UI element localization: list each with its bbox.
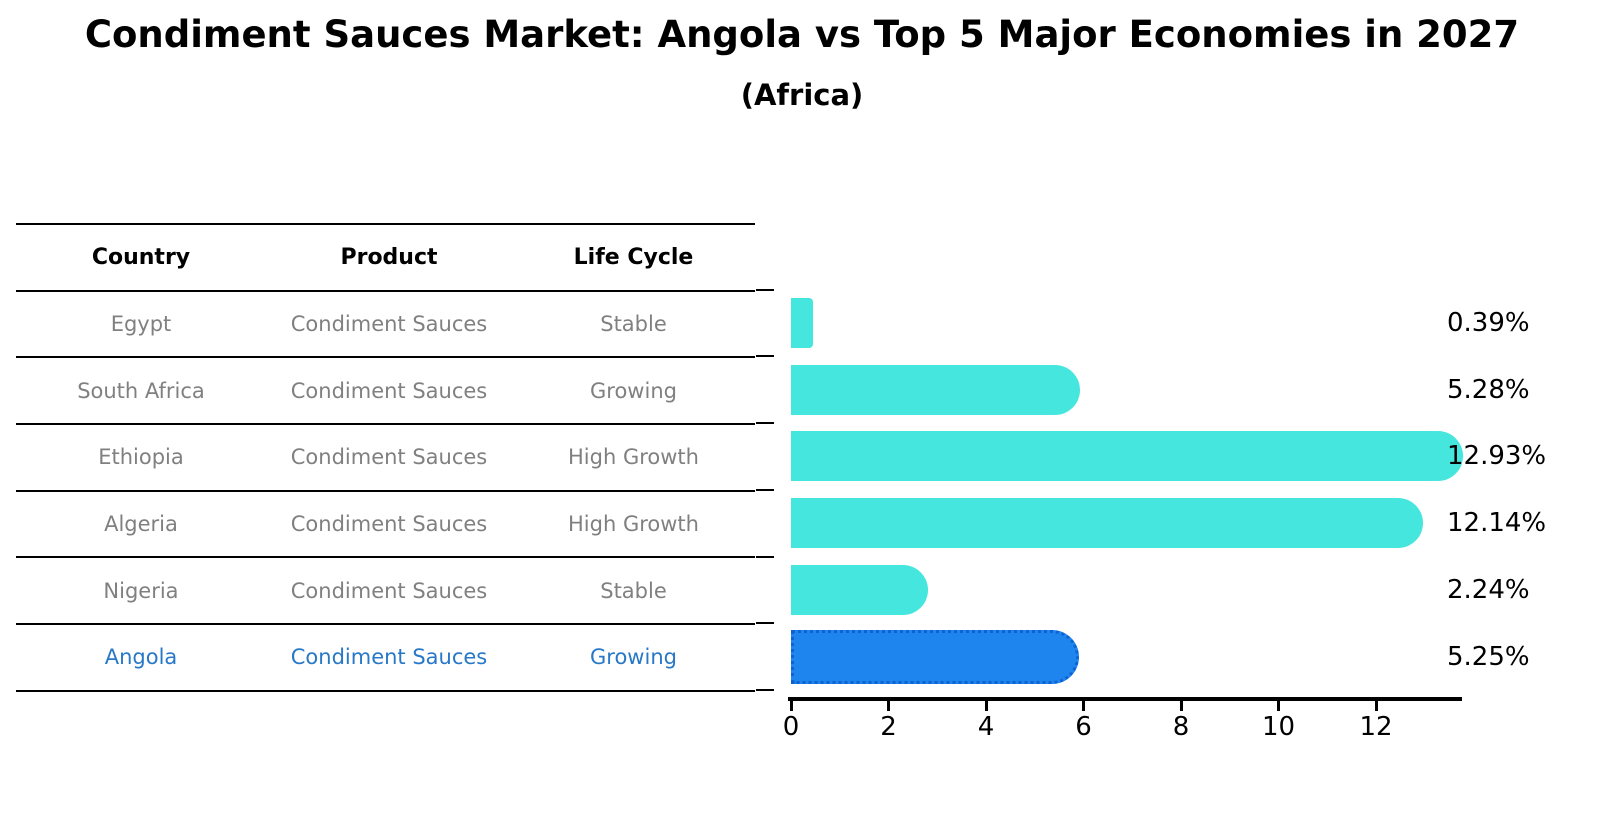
table-cell-lifecycle: High Growth <box>568 445 699 470</box>
bar-value-label: 5.25% <box>1447 641 1530 672</box>
x-tick <box>1179 701 1183 711</box>
table-cell-product: Condiment Sauces <box>290 512 488 537</box>
bar-angola <box>791 629 1079 684</box>
bar-egypt <box>791 298 813 349</box>
table-cell-lifecycle: Stable <box>600 312 667 337</box>
chart-title: Condiment Sauces Market: Angola vs Top 5… <box>84 13 1520 56</box>
y-tick <box>756 555 774 558</box>
y-tick <box>756 288 774 291</box>
column-header-lifecycle: Life Cycle <box>573 244 694 270</box>
table-row-south-africa: South Africa Condiment Sauces Growing <box>16 358 755 426</box>
x-tick <box>984 701 988 711</box>
x-tick-label: 2 <box>880 712 897 742</box>
table-row-angola: Angola Condiment Sauces Growing <box>16 625 755 692</box>
table-header-row: Country Product Life Cycle <box>16 225 755 292</box>
table-cell-country: South Africa <box>77 378 205 403</box>
column-header-product: Product <box>340 244 438 270</box>
table-cell-lifecycle: High Growth <box>568 512 699 537</box>
bar-algeria <box>791 498 1423 549</box>
bar-value-label: 12.14% <box>1447 508 1547 539</box>
x-tick-label: 0 <box>782 712 800 742</box>
bar-value-label: 0.39% <box>1447 308 1530 339</box>
x-axis-line <box>788 697 1462 701</box>
table-cell-product: Condiment Sauces <box>290 312 488 337</box>
table-cell-country: Ethiopia <box>98 445 184 470</box>
x-tick-label: 8 <box>1172 712 1190 742</box>
table-cell-product: Condiment Sauces <box>290 378 488 403</box>
x-tick <box>789 701 793 711</box>
table-row-ethiopia: Ethiopia Condiment Sauces High Growth <box>16 425 755 492</box>
y-tick <box>756 355 774 358</box>
x-tick-label: 4 <box>977 712 995 742</box>
table-cell-product: Condiment Sauces <box>290 578 488 603</box>
y-tick <box>756 688 774 691</box>
table-cell-country: Nigeria <box>103 578 179 603</box>
table-cell-lifecycle: Growing <box>590 645 677 670</box>
y-tick <box>756 622 774 625</box>
table-cell-product: Condiment Sauces <box>290 645 488 670</box>
x-tick-label: 6 <box>1075 712 1092 742</box>
x-tick <box>1082 701 1085 711</box>
table-cell-country: Egypt <box>110 312 172 337</box>
table-cell-lifecycle: Stable <box>600 578 667 603</box>
table-cell-country: Algeria <box>104 512 178 537</box>
bar-south-africa <box>791 364 1080 415</box>
bar-ethiopia <box>791 431 1463 482</box>
x-tick <box>1374 701 1378 711</box>
table-row-algeria: Algeria Condiment Sauces High Growth <box>16 492 755 559</box>
bar-value-label: 2.24% <box>1447 574 1530 605</box>
column-header-country: Country <box>91 244 191 270</box>
comparison-table: Country Product Life Cycle Egypt Condimen… <box>16 223 755 692</box>
table-cell-product: Condiment Sauces <box>290 445 488 470</box>
bar-value-label: 5.28% <box>1447 374 1530 405</box>
table-row-nigeria: Nigeria Condiment Sauces Stable <box>16 558 755 626</box>
chart-subtitle: (Africa) <box>740 78 864 112</box>
y-tick <box>756 422 774 425</box>
bar-nigeria <box>791 564 928 615</box>
table-cell-country: Angola <box>104 645 178 670</box>
x-tick <box>1277 701 1280 711</box>
x-tick <box>887 701 890 711</box>
table-row-egypt: Egypt Condiment Sauces Stable <box>16 292 755 359</box>
bar-value-label: 12.93% <box>1447 441 1547 472</box>
table-cell-lifecycle: Growing <box>590 378 677 403</box>
y-tick <box>756 488 774 491</box>
x-tick-label: 10 <box>1261 712 1296 742</box>
x-tick-label: 12 <box>1359 712 1393 742</box>
